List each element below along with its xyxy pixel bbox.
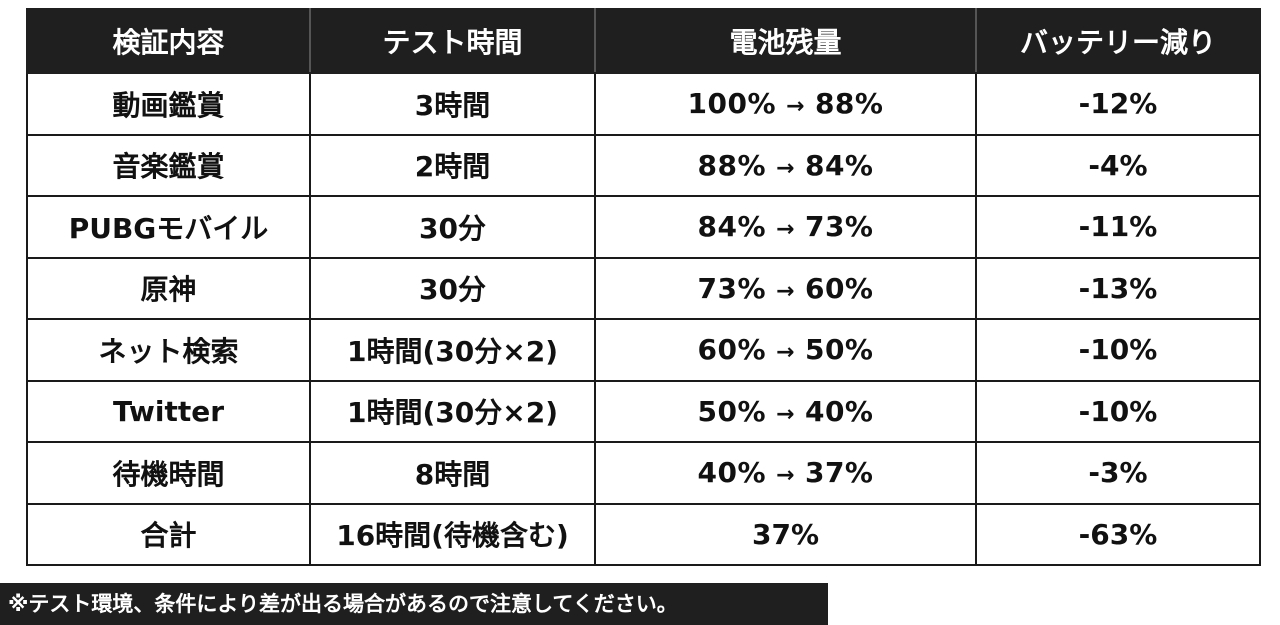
cell-time: 8時間 — [309, 441, 596, 505]
table-row: 待機時間 8時間 40% → 37% -3% — [26, 441, 1261, 505]
cell-task: 動画鑑賞 — [26, 72, 311, 136]
cell-task: 音楽鑑賞 — [26, 133, 311, 197]
cell-battery: 60% → 50% — [594, 318, 977, 382]
cell-drop: -11% — [975, 195, 1261, 259]
battery-to: 50% — [804, 333, 874, 367]
cell-total-time: 16時間(待機含む) — [309, 502, 596, 566]
cell-time: 2時間 — [309, 133, 596, 197]
cell-time: 30分 — [309, 195, 596, 259]
table-row: PUBGモバイル 30分 84% → 73% -11% — [26, 195, 1261, 259]
cell-task: ネット検索 — [26, 318, 311, 382]
header-battery-drop: バッテリー減り — [975, 8, 1261, 74]
cell-task: 原神 — [26, 256, 311, 320]
battery-from: 73% — [697, 271, 767, 305]
cell-battery: 50% → 40% — [594, 379, 977, 443]
header-test-time: テスト時間 — [309, 8, 596, 74]
cell-battery: 88% → 84% — [594, 133, 977, 197]
disclaimer-note: ※テスト環境、条件により差が出る場合があるので注意してください。 — [0, 583, 828, 625]
battery-from: 40% — [697, 456, 767, 490]
battery-to: 73% — [804, 210, 874, 244]
cell-drop: -10% — [975, 379, 1261, 443]
battery-to: 84% — [804, 148, 874, 182]
arrow-icon: → — [776, 217, 795, 243]
header-battery-level: 電池残量 — [594, 8, 977, 74]
arrow-icon: → — [776, 278, 795, 304]
cell-battery: 73% → 60% — [594, 256, 977, 320]
cell-time: 1時間(30分×2) — [309, 318, 596, 382]
battery-to: 60% — [804, 271, 874, 305]
arrow-icon: → — [776, 463, 795, 489]
table-total-row: 合計 16時間(待機含む) 37% -63% — [26, 502, 1261, 566]
cell-total-label: 合計 — [26, 502, 311, 566]
arrow-icon: → — [776, 155, 795, 181]
cell-drop: -4% — [975, 133, 1261, 197]
cell-battery: 84% → 73% — [594, 195, 977, 259]
cell-total-battery: 37% — [594, 502, 977, 566]
battery-test-table: 検証内容 テスト時間 電池残量 バッテリー減り 動画鑑賞 3時間 100% → 88… — [26, 8, 1261, 566]
arrow-icon: → — [776, 401, 795, 427]
table-row: ネット検索 1時間(30分×2) 60% → 50% -10% — [26, 318, 1261, 382]
cell-total-drop: -63% — [975, 502, 1261, 566]
battery-from: 84% — [697, 210, 767, 244]
battery-to: 88% — [814, 87, 884, 121]
battery-to: 40% — [804, 394, 874, 428]
header-task: 検証内容 — [26, 8, 311, 74]
cell-time: 3時間 — [309, 72, 596, 136]
arrow-icon: → — [786, 94, 805, 120]
cell-drop: -12% — [975, 72, 1261, 136]
table-header-row: 検証内容 テスト時間 電池残量 バッテリー減り — [26, 8, 1261, 74]
cell-time: 30分 — [309, 256, 596, 320]
cell-task: PUBGモバイル — [26, 195, 311, 259]
cell-drop: -13% — [975, 256, 1261, 320]
battery-test-table-container: 検証内容 テスト時間 電池残量 バッテリー減り 動画鑑賞 3時間 100% → 88… — [26, 8, 1261, 566]
arrow-icon: → — [776, 340, 795, 366]
table-row: 原神 30分 73% → 60% -13% — [26, 256, 1261, 320]
cell-drop: -10% — [975, 318, 1261, 382]
battery-from: 88% — [697, 148, 767, 182]
cell-time: 1時間(30分×2) — [309, 379, 596, 443]
cell-task: Twitter — [26, 379, 311, 443]
cell-task: 待機時間 — [26, 441, 311, 505]
table-row: 音楽鑑賞 2時間 88% → 84% -4% — [26, 133, 1261, 197]
battery-from: 60% — [697, 333, 767, 367]
cell-battery: 40% → 37% — [594, 441, 977, 505]
battery-to: 37% — [804, 456, 874, 490]
battery-from: 100% — [687, 87, 777, 121]
cell-battery: 100% → 88% — [594, 72, 977, 136]
table-row: Twitter 1時間(30分×2) 50% → 40% -10% — [26, 379, 1261, 443]
table-row: 動画鑑賞 3時間 100% → 88% -12% — [26, 72, 1261, 136]
cell-drop: -3% — [975, 441, 1261, 505]
battery-from: 50% — [697, 394, 767, 428]
